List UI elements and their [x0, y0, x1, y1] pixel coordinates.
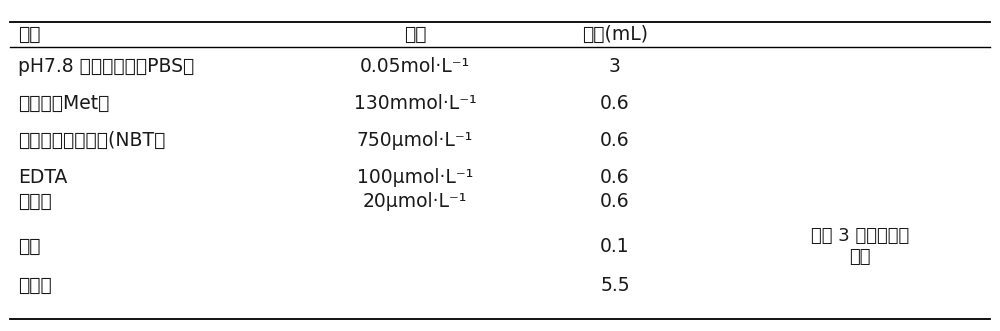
Text: 750μmol·L⁻¹: 750μmol·L⁻¹ — [357, 131, 473, 150]
Text: 0.6: 0.6 — [600, 192, 630, 212]
Text: 130mmol·L⁻¹: 130mmol·L⁻¹ — [354, 94, 476, 113]
Text: 酶液: 酶液 — [18, 237, 40, 256]
Text: 0.6: 0.6 — [600, 131, 630, 150]
Text: 100μmol·L⁻¹: 100μmol·L⁻¹ — [357, 168, 473, 187]
Text: 0.1: 0.1 — [600, 237, 630, 256]
Text: 0.6: 0.6 — [600, 94, 630, 113]
Text: 总体积: 总体积 — [18, 276, 52, 295]
Text: pH7.8 磷酸缓冲液（PBS）: pH7.8 磷酸缓冲液（PBS） — [18, 57, 194, 76]
Text: EDTA: EDTA — [18, 168, 67, 187]
Text: 20μmol·L⁻¹: 20μmol·L⁻¹ — [363, 192, 467, 212]
Text: 0.05mol·L⁻¹: 0.05mol·L⁻¹ — [360, 57, 470, 76]
Text: 核黄素: 核黄素 — [18, 192, 52, 212]
Text: 5.5: 5.5 — [600, 276, 630, 295]
Text: 浓度: 浓度 — [404, 24, 426, 44]
Text: 氯化硝基四氮唑蓝(NBT）: 氯化硝基四氮唑蓝(NBT） — [18, 131, 165, 150]
Text: 试剂: 试剂 — [18, 24, 40, 44]
Text: 0.6: 0.6 — [600, 168, 630, 187]
Text: 用量(mL): 用量(mL) — [582, 24, 648, 44]
Text: 3: 3 — [609, 57, 621, 76]
Text: 对照 3 支管加入缓
冲液: 对照 3 支管加入缓 冲液 — [811, 227, 909, 266]
Text: 蛋氨酸（Met）: 蛋氨酸（Met） — [18, 94, 109, 113]
